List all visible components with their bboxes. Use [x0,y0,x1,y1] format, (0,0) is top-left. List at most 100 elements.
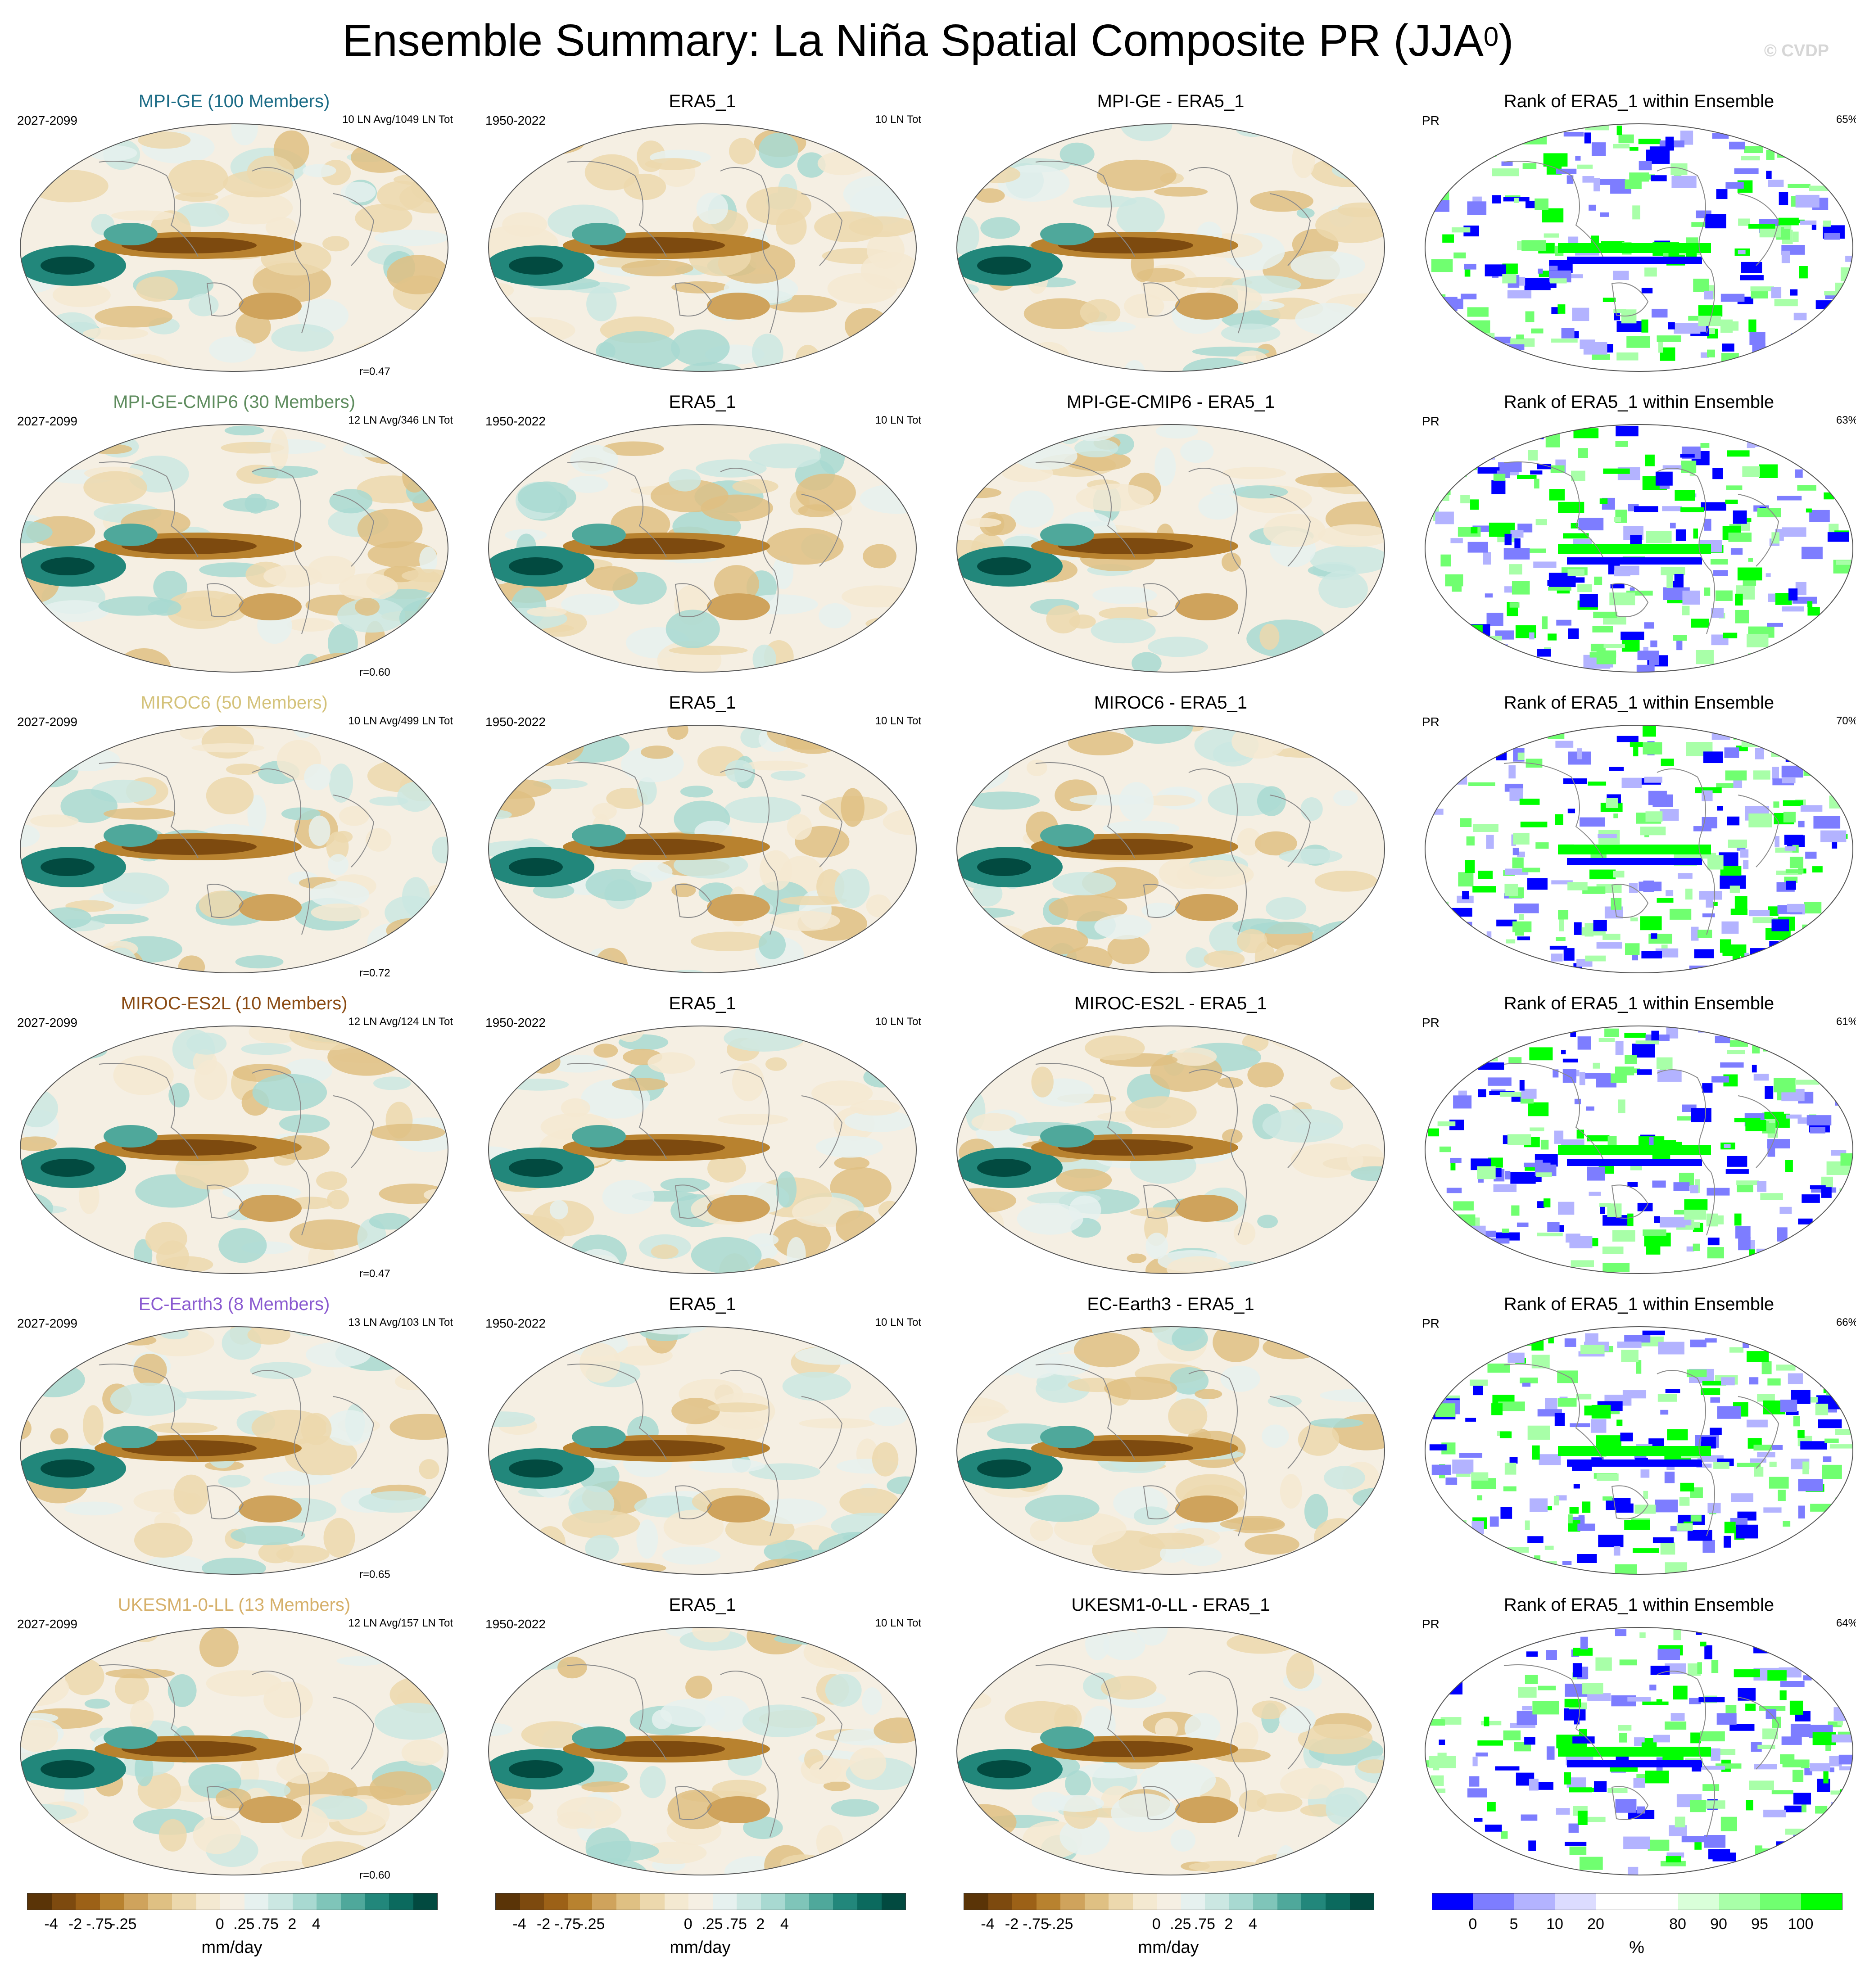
model-panel-title: MIROC6 (50 Members) [140,693,328,713]
diff-panel-title: MIROC6 - ERA5_1 [1094,693,1248,713]
rank-map [1425,1326,1853,1575]
model-panel-title: MPI-GE (100 Members) [138,91,330,111]
colorbar-swatch [1473,1893,1514,1910]
colorbar-swatch [857,1893,882,1910]
diverging-colorbar: -4 -2 -.75 -.25 0 .25.75 2 4 mm/day [964,1893,1374,1983]
colorbar-tick-label: -.75 [1023,1916,1049,1933]
diff-panel-title: MPI-GE - ERA5_1 [1097,91,1245,111]
colorbar-swatch [1719,1893,1760,1910]
coastline-outlines [1503,161,1779,334]
colorbar-swatch [568,1893,593,1910]
colorbar-swatch [964,1893,988,1910]
colorbar-swatches [964,1893,1374,1910]
colorbar-swatch [1036,1893,1061,1910]
colorbar-tick-label: -.75 [554,1916,581,1933]
rank-panel-right-label: 65% [1836,113,1856,126]
colorbar-tick-label: 4 [780,1916,789,1933]
colorbar-swatch [1760,1893,1801,1910]
colorbar-tick-label: .75 [725,1916,747,1933]
colorbar-swatches [27,1893,438,1910]
obs-map [488,1627,917,1875]
obs-panel-right-label: 10 LN Tot [875,1016,921,1028]
colorbar-swatch [172,1893,196,1910]
model-panel-title: MPI-GE-CMIP6 (30 Members) [113,392,355,412]
colorbar-swatch [340,1893,365,1910]
colorbar-swatch [1253,1893,1277,1910]
rank-map [1425,1627,1853,1875]
diverging-colorbar: -4 -2 -.75 -.25 0 .25.75 2 4 mm/day [27,1893,438,1983]
colorbar-swatch [1132,1893,1157,1910]
coastline-outlines [1503,461,1779,634]
colorbar-swatch [496,1893,520,1910]
pattern-correlation: r=0.47 [359,1268,390,1280]
colorbar-tick-label: -.25 [578,1916,605,1933]
colorbar-tick-label: .25 [1170,1916,1191,1933]
diff-panel-title: MPI-GE-CMIP6 - ERA5_1 [1066,392,1275,412]
colorbar-swatch [1229,1893,1254,1910]
colorbar-tick-label: .25 [702,1916,723,1933]
colorbar-tick-label: 0 [1152,1916,1161,1933]
obs-panel-title: ERA5_1 [669,1595,736,1615]
colorbar-tick-label: 10 [1546,1916,1563,1933]
model-panel-left-label: 2027-2099 [17,1016,77,1030]
obs-panel-title: ERA5_1 [669,1294,736,1314]
model-panel-title: MIROC-ES2L (10 Members) [121,994,348,1013]
model-panel-right-label: 13 LN Avg/103 LN Tot [348,1316,453,1328]
coastline-outlines [1503,762,1779,935]
model-map [20,1627,448,1875]
colorbar-tick-label: -2 [536,1916,551,1933]
rank-panel-right-label: 61% [1836,1016,1856,1028]
pattern-correlation: r=0.72 [359,967,390,979]
obs-panel-left-label: 1950-2022 [485,1617,546,1631]
model-panel: MPI-GE-CMIP6 (30 Members) 2027-2099 12 LN … [9,391,459,688]
obs-panel-title: ERA5_1 [669,994,736,1013]
obs-panel: ERA5_1 1950-2022 10 LN Tot [477,992,928,1289]
model-panel: EC-Earth3 (8 Members) 2027-2099 13 LN Avg/… [9,1293,459,1590]
diff-panel: MIROC-ES2L - ERA5_1 [946,992,1396,1289]
colorbar-swatch [809,1893,833,1910]
colorbar-swatch [1301,1893,1326,1910]
colorbar-tick-label: -.25 [1046,1916,1073,1933]
obs-panel: ERA5_1 1950-2022 10 LN Tot [477,1293,928,1590]
model-panel: MPI-GE (100 Members) 2027-2099 10 LN Avg/1… [9,90,459,387]
model-panel-right-label: 12 LN Avg/157 LN Tot [348,1617,453,1629]
colorbar-swatch [51,1893,76,1910]
obs-panel: ERA5_1 1950-2022 10 LN Tot [477,1594,928,1891]
colorbar-swatch [268,1893,293,1910]
model-panel-right-label: 10 LN Avg/1049 LN Tot [342,113,453,126]
colorbar-unit-label: mm/day [1138,1938,1199,1957]
colorbar-swatch [640,1893,665,1910]
colorbar-swatch [1205,1893,1229,1910]
colorbar-swatch [389,1893,413,1910]
rank-map [1425,424,1853,673]
colorbar-swatch [833,1893,857,1910]
coastline-outlines [99,1364,375,1536]
coastline-outlines [567,1364,843,1536]
model-panel-title: UKESM1-0-LL (13 Members) [118,1595,351,1615]
diff-map [956,725,1385,973]
rank-panel-left-label: PR [1422,1316,1440,1330]
colorbar-tick-label: 4 [1248,1916,1257,1933]
rank-panel-title: Rank of ERA5_1 within Ensemble [1503,994,1775,1013]
coastline-outlines [567,1063,843,1236]
diff-panel: EC-Earth3 - ERA5_1 [946,1293,1396,1590]
coastline-outlines [567,762,843,935]
model-panel-left-label: 2027-2099 [17,414,77,428]
model-panel-right-label: 12 LN Avg/346 LN Tot [348,414,453,426]
rank-panel: Rank of ERA5_1 within Ensemble PR 65% [1414,90,1856,387]
diff-panel-title: UKESM1-0-LL - ERA5_1 [1071,1595,1270,1615]
pattern-correlation: r=0.65 [359,1568,390,1581]
coastline-outlines [1035,1664,1311,1837]
colorbar-unit-label: % [1629,1938,1644,1957]
colorbar-swatch [1514,1893,1555,1910]
model-map [20,424,448,673]
rank-panel: Rank of ERA5_1 within Ensemble PR 66% [1414,1293,1856,1590]
colorbar-swatch [1181,1893,1205,1910]
colorbar-swatch [1596,1893,1637,1910]
colorbar-swatch [544,1893,568,1910]
obs-panel-left-label: 1950-2022 [485,1316,546,1330]
model-panel-right-label: 10 LN Avg/499 LN Tot [348,715,453,727]
colorbar-tick-label: -.25 [110,1916,137,1933]
model-panel-left-label: 2027-2099 [17,1617,77,1631]
colorbar-tick-label: 90 [1710,1916,1727,1933]
